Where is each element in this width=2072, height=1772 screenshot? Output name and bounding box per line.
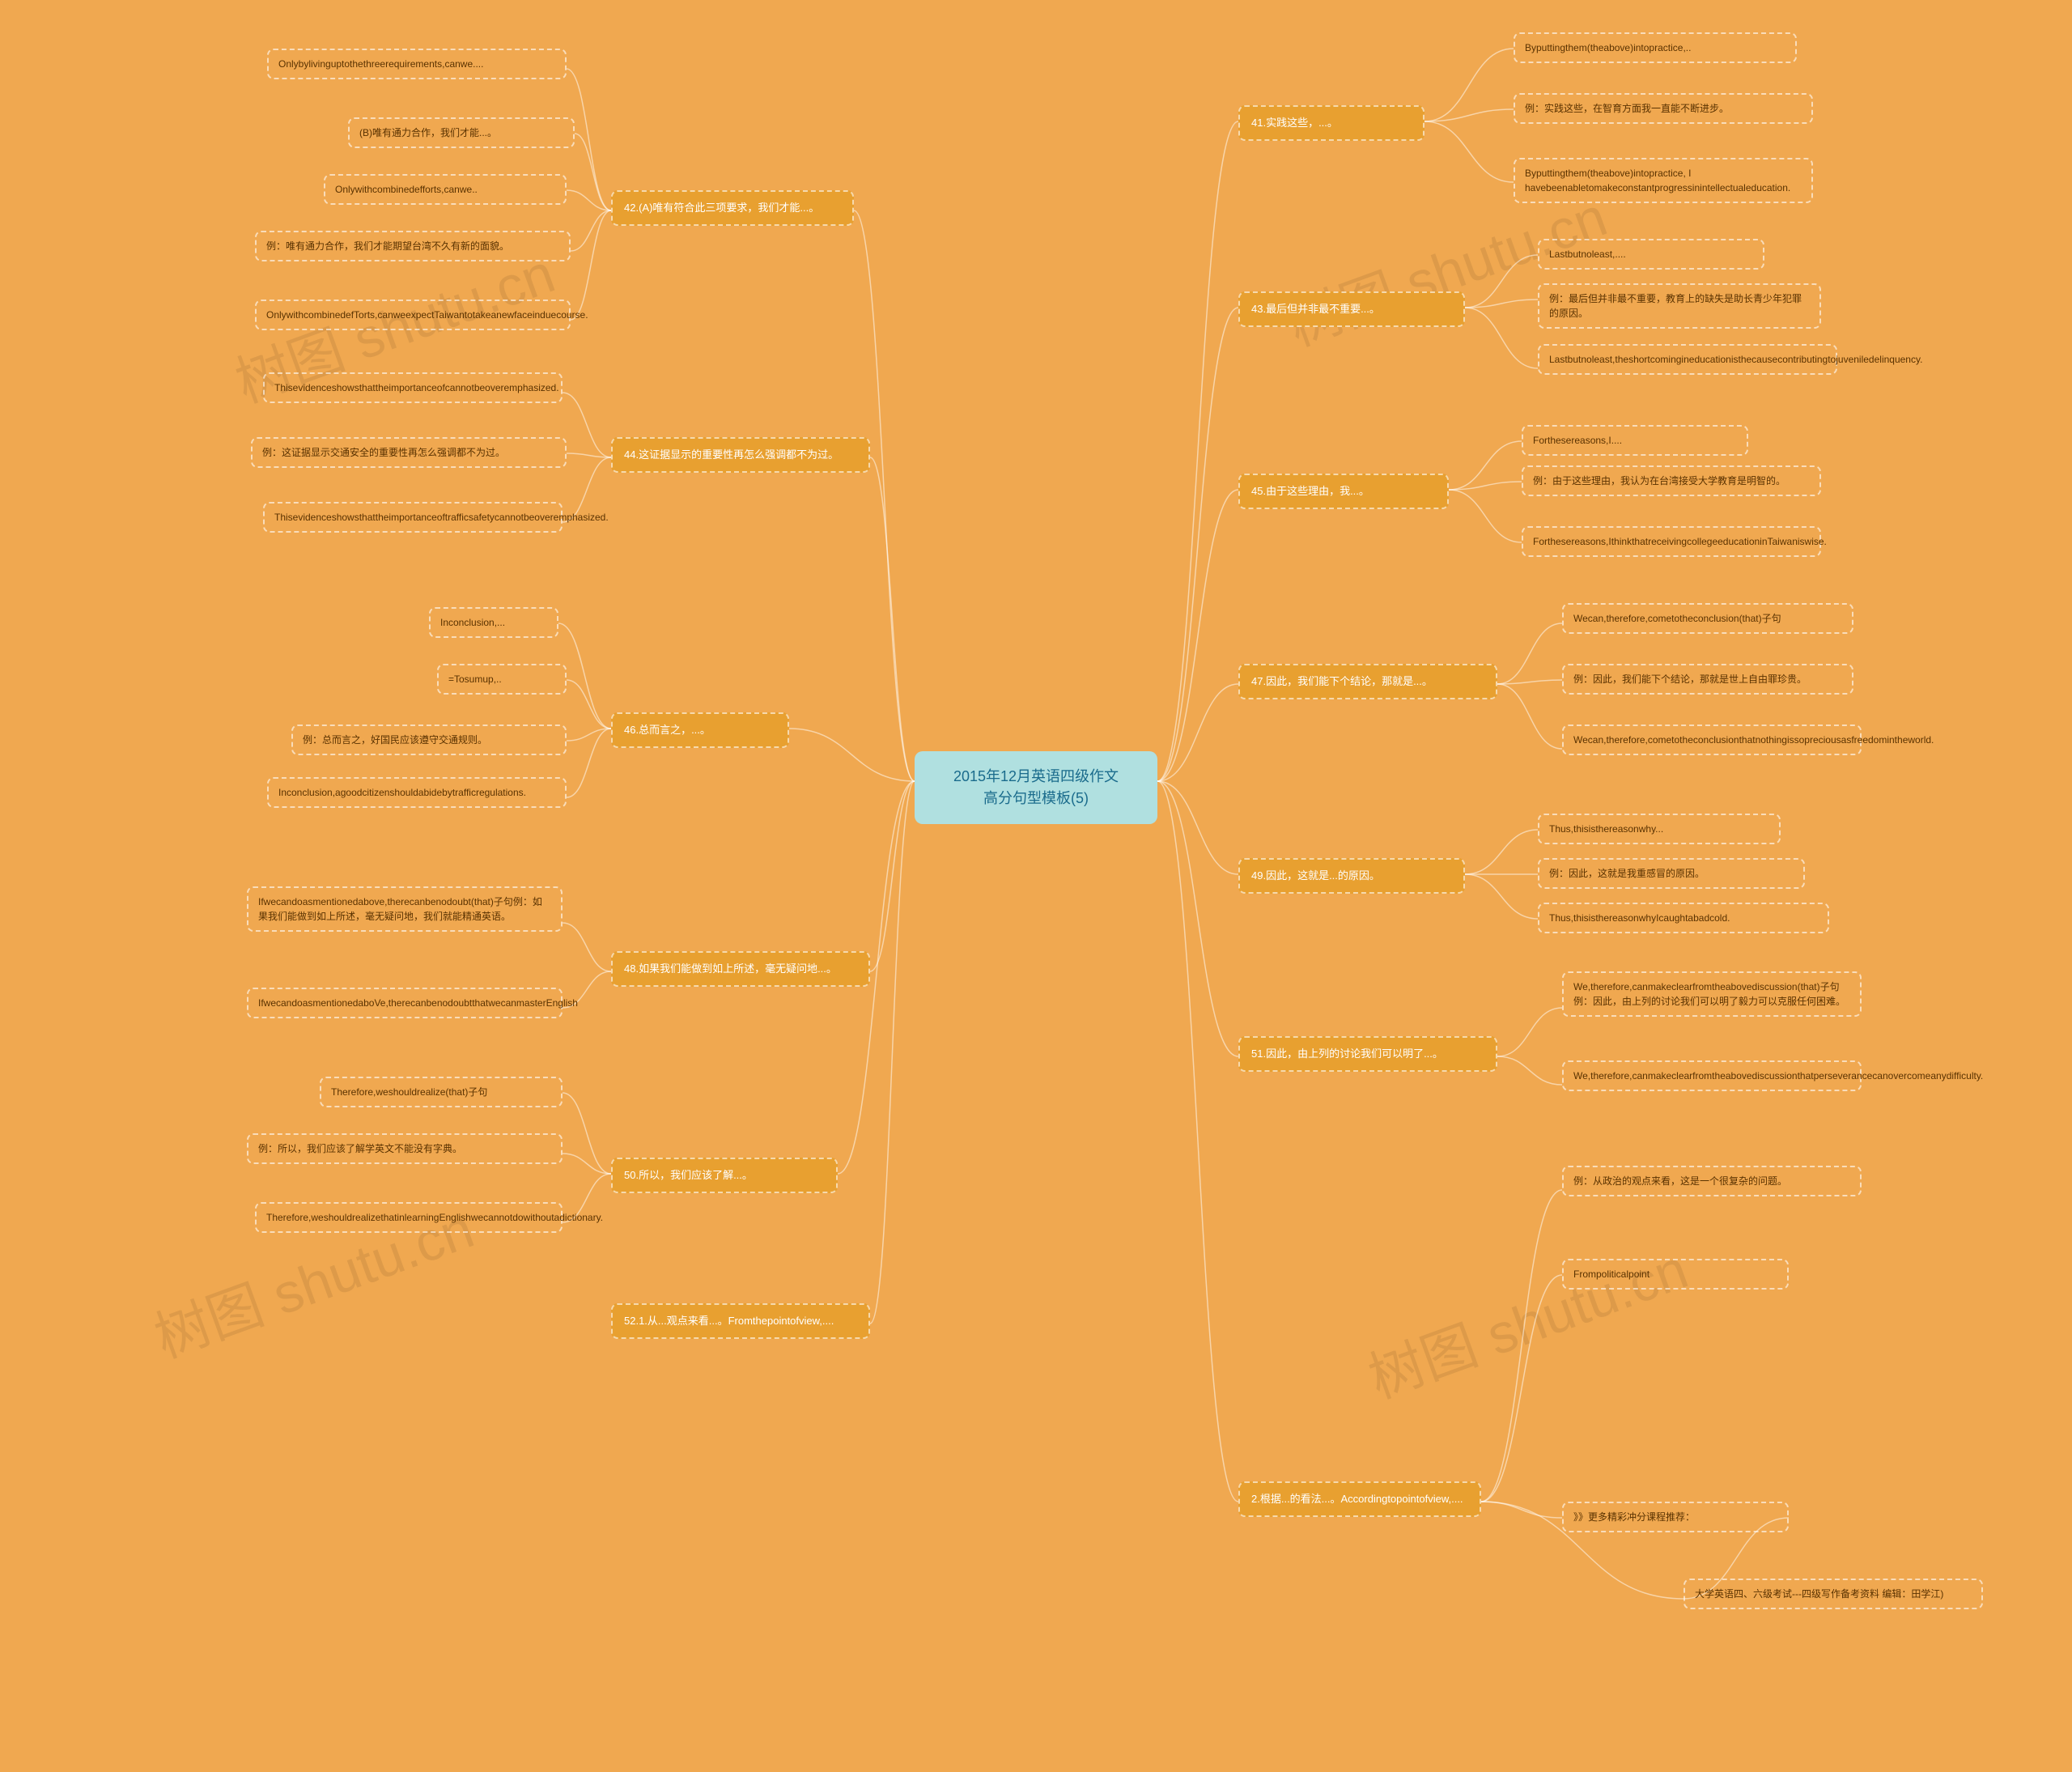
leaf: Thisevidenceshowsthattheimportanceofcann…	[263, 372, 563, 403]
branch-42: 42.(A)唯有符合此三项要求，我们才能...。	[611, 190, 854, 226]
leaf: Lastbutnoleast,theshortcomingineducation…	[1538, 344, 1837, 375]
branch-label: 42.(A)唯有符合此三项要求，我们才能...。	[624, 202, 819, 214]
leaf: Onlybylivinguptothethreerequirements,can…	[267, 49, 567, 79]
leaf: 例：最后但并非最不重要，教育上的缺失是助长青少年犯罪的原因。	[1538, 283, 1821, 329]
leaf: 例：从政治的观点来看，这是一个很复杂的问题。	[1562, 1166, 1862, 1196]
branch-45: 45.由于这些理由，我...。	[1238, 474, 1449, 509]
leaf: Wecan,therefore,cometotheconclusion(that…	[1562, 603, 1853, 634]
branch-label: 50.所以，我们应该了解...。	[624, 1169, 753, 1181]
leaf: 例：所以，我们应该了解学英文不能没有字典。	[247, 1133, 563, 1164]
branch-47: 47.因此，我们能下个结论，那就是...。	[1238, 664, 1497, 699]
branch-label: 2.根据...的看法...。Accordingtopointofview,...…	[1251, 1493, 1463, 1505]
leaf: 例：因此，这就是我重感冒的原因。	[1538, 858, 1805, 889]
leaf: 》》更多精彩冲分课程推荐：	[1562, 1502, 1789, 1532]
leaf: Byputtingthem(theabove)intopractice,..	[1514, 32, 1797, 63]
leaf: Inconclusion,...	[429, 607, 558, 638]
branch-49: 49.因此，这就是...的原因。	[1238, 858, 1465, 894]
branch-43: 43.最后但并非最不重要...。	[1238, 291, 1465, 327]
leaf: 例：因此，我们能下个结论，那就是世上自由罪珍贵。	[1562, 664, 1853, 695]
watermark: 树图 shutu.cn	[1356, 1225, 1696, 1414]
leaf: OnlywithcombinedefTorts,canweexpectTaiwa…	[255, 300, 571, 330]
branch-label: 47.因此，我们能下个结论，那就是...。	[1251, 675, 1433, 687]
branch-label: 46.总而言之，...。	[624, 724, 711, 736]
leaf: Thisevidenceshowsthattheimportanceoftraf…	[263, 502, 563, 533]
leaf: 例：这证据显示交通安全的重要性再怎么强调都不为过。	[251, 437, 567, 468]
root-title-line2: 高分句型模板(5)	[983, 790, 1089, 806]
branch-50: 50.所以，我们应该了解...。	[611, 1158, 838, 1193]
leaf: Forthesereasons,Ithinkthatreceivingcolle…	[1522, 526, 1821, 557]
branch-52: 52.1.从...观点来看...。Fromthepointofview,....	[611, 1303, 870, 1339]
branch-48: 48.如果我们能做到如上所述，毫无疑问地...。	[611, 951, 870, 987]
leaf: IfwecandoasmentionedaboVe,therecanbenodo…	[247, 988, 563, 1018]
leaf: Thus,thisisthereasonwhyIcaughtabadcold.	[1538, 903, 1829, 933]
leaf: 例：唯有通力合作，我们才能期望台湾不久有新的面貌。	[255, 231, 571, 261]
branch-51: 51.因此，由上列的讨论我们可以明了...。	[1238, 1036, 1497, 1072]
leaf: Lastbutnoleast,....	[1538, 239, 1764, 270]
root-title-line1: 2015年12月英语四级作文	[953, 768, 1119, 784]
leaf: 例：实践这些，在智育方面我一直能不断进步。	[1514, 93, 1813, 124]
branch-label: 49.因此，这就是...的原因。	[1251, 869, 1380, 882]
branch-label: 48.如果我们能做到如上所述，毫无疑问地...。	[624, 962, 837, 975]
branch-label: 51.因此，由上列的讨论我们可以明了...。	[1251, 1047, 1443, 1060]
leaf: Byputtingthem(theabove)intopractice, I h…	[1514, 158, 1813, 203]
leaf: Forthesereasons,I....	[1522, 425, 1748, 456]
branch-2: 2.根据...的看法...。Accordingtopointofview,...…	[1238, 1481, 1481, 1517]
leaf: Onlywithcombinedefforts,canwe..	[324, 174, 567, 205]
leaf: Wecan,therefore,cometotheconclusionthatn…	[1562, 725, 1862, 755]
branch-label: 44.这证据显示的重要性再怎么强调都不为过。	[624, 448, 839, 461]
branch-label: 52.1.从...观点来看...。Fromthepointofview,....	[624, 1315, 834, 1327]
leaf: Thus,thisisthereasonwhy...	[1538, 814, 1781, 844]
leaf: 例：由于这些理由，我认为在台湾接受大学教育是明智的。	[1522, 465, 1821, 496]
root-node: 2015年12月英语四级作文 高分句型模板(5)	[915, 751, 1157, 824]
branch-44: 44.这证据显示的重要性再怎么强调都不为过。	[611, 437, 870, 473]
leaf: Therefore,weshouldrealizethatinlearningE…	[255, 1202, 563, 1233]
branch-label: 43.最后但并非最不重要...。	[1251, 303, 1380, 315]
branch-label: 41.实践这些，...。	[1251, 117, 1338, 129]
leaf: 大学英语四、六级考试---四级写作备考资料 编辑：田学江)	[1684, 1579, 1983, 1609]
leaf: 例：总而言之，好国民应该遵守交通规则。	[291, 725, 567, 755]
leaf: Frompoliticalpoint	[1562, 1259, 1789, 1290]
branch-46: 46.总而言之，...。	[611, 712, 789, 748]
leaf: We,therefore,canmakeclearfromtheabovedis…	[1562, 1060, 1862, 1091]
leaf: Therefore,weshouldrealize(that)子句	[320, 1077, 563, 1107]
leaf: Ifwecandoasmentionedabove,therecanbenodo…	[247, 886, 563, 932]
leaf: (B)唯有通力合作，我们才能...。	[348, 117, 575, 148]
leaf: Inconclusion,agoodcitizenshouldabidebytr…	[267, 777, 567, 808]
leaf: =Tosumup,..	[437, 664, 567, 695]
leaf: We,therefore,canmakeclearfromtheabovedis…	[1562, 971, 1862, 1017]
branch-label: 45.由于这些理由，我...。	[1251, 485, 1369, 497]
branch-41: 41.实践这些，...。	[1238, 105, 1424, 141]
